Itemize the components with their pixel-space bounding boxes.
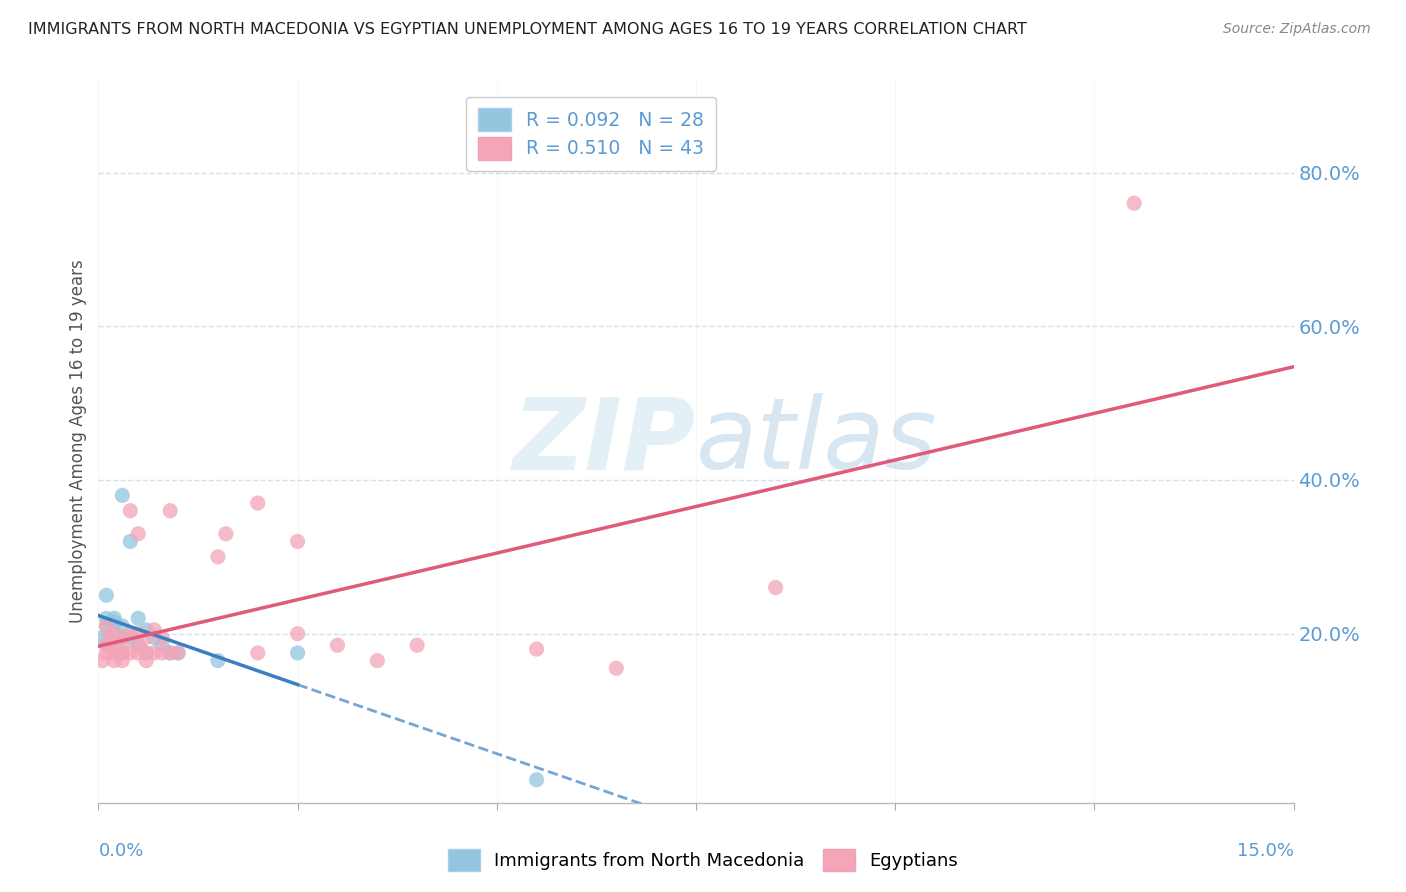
Point xyxy=(207,654,229,668)
Point xyxy=(287,626,309,640)
Point xyxy=(406,638,429,652)
Point xyxy=(103,626,125,640)
Point xyxy=(326,638,349,652)
Point xyxy=(159,504,181,518)
Point xyxy=(246,646,269,660)
Point xyxy=(96,638,118,652)
Point xyxy=(135,623,157,637)
Text: 15.0%: 15.0% xyxy=(1236,842,1294,860)
Point xyxy=(605,661,627,675)
Point xyxy=(111,631,134,645)
Point xyxy=(98,631,122,645)
Point xyxy=(167,646,190,660)
Point xyxy=(103,646,125,660)
Y-axis label: Unemployment Among Ages 16 to 19 years: Unemployment Among Ages 16 to 19 years xyxy=(69,260,87,624)
Point xyxy=(150,631,173,645)
Point xyxy=(150,638,173,652)
Point xyxy=(120,626,142,640)
Point xyxy=(103,646,125,660)
Point xyxy=(127,638,149,652)
Point xyxy=(135,654,157,668)
Point xyxy=(135,631,157,645)
Point xyxy=(127,626,149,640)
Point xyxy=(135,646,157,660)
Point xyxy=(96,588,118,602)
Text: IMMIGRANTS FROM NORTH MACEDONIA VS EGYPTIAN UNEMPLOYMENT AMONG AGES 16 TO 19 YEA: IMMIGRANTS FROM NORTH MACEDONIA VS EGYPT… xyxy=(28,22,1026,37)
Point xyxy=(127,526,149,541)
Point xyxy=(96,646,118,660)
Point xyxy=(91,654,114,668)
Point xyxy=(526,772,548,787)
Legend: R = 0.092   N = 28, R = 0.510   N = 43: R = 0.092 N = 28, R = 0.510 N = 43 xyxy=(467,97,716,170)
Point xyxy=(103,638,125,652)
Point xyxy=(366,654,388,668)
Text: Source: ZipAtlas.com: Source: ZipAtlas.com xyxy=(1223,22,1371,37)
Point xyxy=(96,619,118,633)
Text: atlas: atlas xyxy=(696,393,938,490)
Point xyxy=(159,646,181,660)
Text: ZIP: ZIP xyxy=(513,393,696,490)
Point xyxy=(120,646,142,660)
Point xyxy=(111,638,134,652)
Point xyxy=(127,646,149,660)
Point xyxy=(103,654,125,668)
Point xyxy=(103,611,125,625)
Point xyxy=(98,631,122,645)
Point xyxy=(111,646,134,660)
Point xyxy=(111,488,134,502)
Point xyxy=(120,534,142,549)
Point xyxy=(215,526,238,541)
Point xyxy=(287,534,309,549)
Point xyxy=(246,496,269,510)
Point xyxy=(159,646,181,660)
Point xyxy=(91,631,114,645)
Point xyxy=(96,638,118,652)
Point xyxy=(103,615,125,630)
Point xyxy=(143,631,166,645)
Point xyxy=(167,646,190,660)
Legend: Immigrants from North Macedonia, Egyptians: Immigrants from North Macedonia, Egyptia… xyxy=(440,842,966,879)
Point xyxy=(135,646,157,660)
Point xyxy=(143,646,166,660)
Point xyxy=(120,631,142,645)
Point xyxy=(1123,196,1146,211)
Point xyxy=(127,638,149,652)
Point xyxy=(111,631,134,645)
Point xyxy=(96,611,118,625)
Point xyxy=(143,623,166,637)
Point xyxy=(96,619,118,633)
Text: 0.0%: 0.0% xyxy=(98,842,143,860)
Point xyxy=(111,654,134,668)
Point xyxy=(207,549,229,564)
Point xyxy=(127,611,149,625)
Point xyxy=(103,638,125,652)
Point xyxy=(103,626,125,640)
Point xyxy=(150,646,173,660)
Point xyxy=(765,581,787,595)
Point xyxy=(287,646,309,660)
Point xyxy=(120,504,142,518)
Point xyxy=(526,642,548,657)
Point xyxy=(111,619,134,633)
Point xyxy=(111,646,134,660)
